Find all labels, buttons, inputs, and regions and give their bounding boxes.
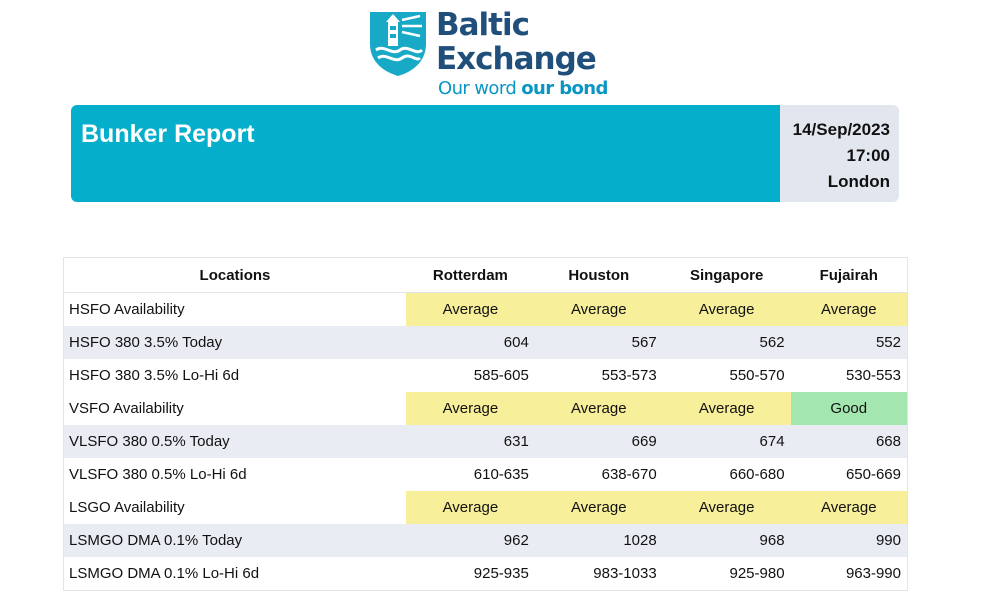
report-banner: Bunker Report 14/Sep/2023 17:00 London bbox=[71, 105, 899, 202]
price-cell: 631 bbox=[405, 425, 535, 458]
row-label: LSGO Availability bbox=[69, 499, 185, 516]
availability-cell: Average bbox=[534, 491, 663, 524]
price-cell: 567 bbox=[534, 326, 663, 359]
row-label: LSMGO DMA 0.1% Today bbox=[63, 524, 406, 557]
table-body: HSFO Availability Average Average Average Av… bbox=[63, 292, 908, 591]
availability-cell: Good bbox=[790, 392, 908, 425]
availability-cell: Average bbox=[405, 491, 535, 524]
banner-title-area: Bunker Report bbox=[71, 105, 780, 202]
column-header-location: Singapore bbox=[662, 257, 791, 293]
report-date: 14/Sep/2023 bbox=[792, 120, 890, 139]
table-row: VLSFO 380 0.5% Lo-Hi 6d 610-635 638-670 660… bbox=[64, 458, 908, 491]
price-cell: 530-553 bbox=[845, 367, 901, 384]
logo-wordmark: Baltic Exchange bbox=[436, 7, 597, 77]
availability-cell: Average bbox=[534, 392, 663, 425]
availability-cell: Average bbox=[790, 292, 908, 326]
bunker-price-table: Locations Rotterdam Houston Singapore Fujair… bbox=[63, 257, 908, 591]
availability-cell: Average bbox=[405, 392, 535, 425]
availability-cell: Average bbox=[534, 292, 663, 326]
report-title: Bunker Report bbox=[81, 120, 255, 148]
report-time: 17:00 bbox=[846, 146, 890, 165]
price-cell: 990 bbox=[790, 524, 908, 557]
table-row: HSFO Availability Average Average Average Av… bbox=[64, 292, 908, 326]
availability-cell: Average bbox=[405, 292, 535, 326]
logo-name-line1: Baltic bbox=[436, 7, 530, 43]
price-cell: 668 bbox=[790, 425, 908, 458]
table-header-row: Locations Rotterdam Houston Singapore Fujair… bbox=[63, 257, 908, 293]
price-cell: 660-680 bbox=[729, 466, 785, 483]
price-cell: 553-573 bbox=[601, 367, 657, 384]
price-cell: 562 bbox=[662, 326, 791, 359]
price-cell: 962 bbox=[405, 524, 535, 557]
column-header-location: Fujairah bbox=[790, 257, 908, 293]
logo-name-line2: Exchange bbox=[436, 41, 597, 77]
row-label: HSFO 380 3.5% Lo-Hi 6d bbox=[69, 367, 240, 384]
table-row: HSFO 380 3.5% Lo-Hi 6d 585-605 553-573 550-… bbox=[64, 359, 908, 392]
price-cell: 968 bbox=[662, 524, 791, 557]
price-cell: 550-570 bbox=[729, 367, 785, 384]
price-cell: 650-669 bbox=[845, 466, 901, 483]
price-cell: 585-605 bbox=[473, 367, 529, 384]
table-row: VSFO Availability Average Average Average Go… bbox=[64, 392, 908, 425]
price-cell: 925-935 bbox=[473, 565, 529, 582]
price-cell: 925-980 bbox=[729, 565, 785, 582]
table-row: LSMGO DMA 0.1% Lo-Hi 6d 925-935 983-1033 92… bbox=[64, 557, 908, 591]
table-row: LSMGO DMA 0.1% Today 962 1028 968 990 bbox=[63, 524, 908, 557]
availability-cell: Average bbox=[790, 491, 908, 524]
tagline-bold: our bond bbox=[521, 78, 608, 99]
row-label: VSFO Availability bbox=[69, 400, 184, 417]
banner-meta: 14/Sep/2023 17:00 London bbox=[780, 105, 899, 202]
table-row: LSGO Availability Average Average Average Av… bbox=[64, 491, 908, 524]
lighthouse-logo-icon bbox=[370, 12, 426, 76]
row-label: LSMGO DMA 0.1% Lo-Hi 6d bbox=[69, 565, 260, 582]
row-label: HSFO Availability bbox=[69, 301, 185, 318]
availability-cell: Average bbox=[662, 491, 791, 524]
tagline-plain: Our word bbox=[438, 78, 522, 99]
price-cell: 638-670 bbox=[601, 466, 657, 483]
report-city: London bbox=[827, 172, 890, 191]
row-label: HSFO 380 3.5% Today bbox=[63, 326, 406, 359]
row-label: VLSFO 380 0.5% Lo-Hi 6d bbox=[69, 466, 247, 483]
price-cell: 983-1033 bbox=[593, 565, 657, 582]
row-label: VLSFO 380 0.5% Today bbox=[63, 425, 406, 458]
column-header-location: Rotterdam bbox=[405, 257, 535, 293]
price-cell: 674 bbox=[662, 425, 791, 458]
table-row: VLSFO 380 0.5% Today 631 669 674 668 bbox=[63, 425, 908, 458]
availability-cell: Average bbox=[662, 292, 791, 326]
baltic-exchange-logo: Baltic Exchange Our word our bond bbox=[368, 8, 608, 100]
price-cell: 963-990 bbox=[845, 565, 901, 582]
price-cell: 610-635 bbox=[473, 466, 529, 483]
logo-tagline: Our word our bond bbox=[438, 78, 608, 99]
availability-cell: Average bbox=[662, 392, 791, 425]
price-cell: 604 bbox=[405, 326, 535, 359]
table-row: HSFO 380 3.5% Today 604 567 562 552 bbox=[63, 326, 908, 359]
price-cell: 1028 bbox=[534, 524, 663, 557]
column-header-location: Houston bbox=[534, 257, 663, 293]
price-cell: 552 bbox=[790, 326, 908, 359]
column-header-locations: Locations bbox=[63, 257, 406, 293]
price-cell: 669 bbox=[534, 425, 663, 458]
